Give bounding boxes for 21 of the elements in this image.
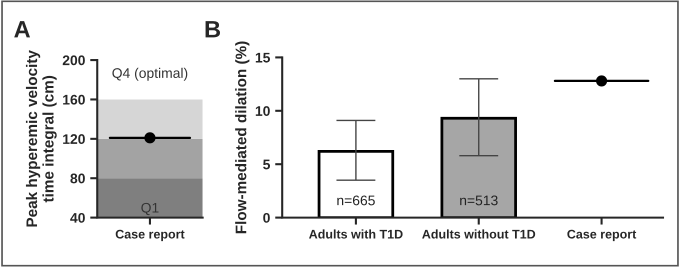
text: A [14, 21, 30, 38]
y-tick-label: 15 [256, 52, 270, 63]
y-tick-label: 10 [256, 106, 270, 116]
y-tick-label: 160 [63, 94, 85, 105]
y-tick-label: 40 [70, 212, 85, 223]
text: B [206, 21, 220, 38]
y-tick-label: 80 [70, 174, 85, 184]
y-axis-title: Peak hyperemic velocity time integral (cm) [26, 50, 57, 227]
annotation: n=513 [460, 195, 498, 206]
annotation: n=665 [337, 195, 375, 206]
x-tick-label: Adults without T1D [422, 229, 536, 239]
x-tick-label: Adults with T1D [308, 229, 403, 239]
y-tick-label: 5 [263, 160, 270, 170]
y-tick-label: 0 [263, 212, 270, 223]
x-tick-label: Case report [567, 230, 636, 242]
annotation: Q4 (optimal) [112, 68, 188, 81]
y-axis-title: Flow-mediated dilation (%) [235, 42, 250, 234]
y-tick-label: 120 [63, 134, 85, 144]
x-tick-label: Case report [116, 230, 185, 242]
band-label: Q1 [141, 202, 159, 216]
y-tick-label: 200 [62, 55, 85, 66]
